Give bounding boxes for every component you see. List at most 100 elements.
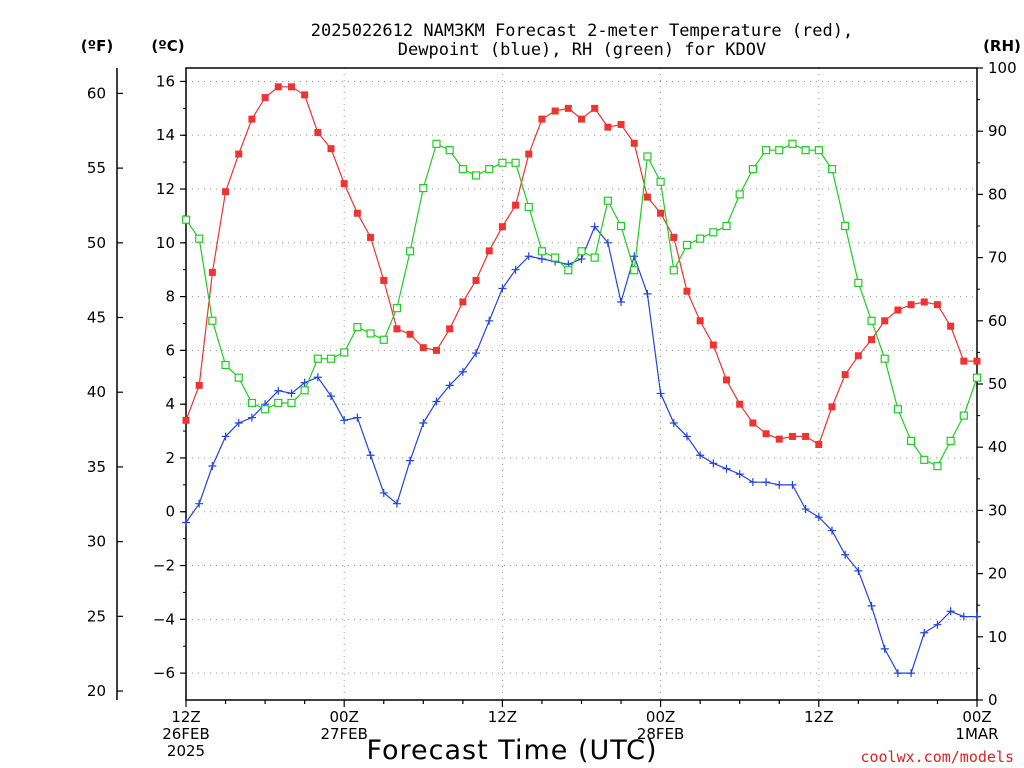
temperature-point: [419, 344, 427, 352]
rh-tick-label: 0: [988, 691, 998, 709]
temperature-point: [578, 115, 585, 123]
dewpoint-point: [221, 432, 230, 441]
time-tick-label: 26FEB: [162, 725, 209, 743]
fahrenheit-tick-label: 60: [87, 84, 106, 102]
chart-title-line-2: Dewpoint (blue), RH (green) for KDOV: [398, 40, 766, 60]
time-tick-label: 27FEB: [320, 725, 367, 743]
dewpoint-point: [920, 628, 929, 637]
dewpoint-point: [432, 397, 441, 406]
temperature-point: [274, 83, 282, 91]
time-tick-label: 00Z: [330, 708, 359, 726]
rh-point: [616, 221, 626, 231]
dewpoint-point: [208, 462, 217, 471]
rh-point: [696, 234, 705, 243]
temperature-point: [907, 301, 915, 309]
dewpoint-point: [485, 316, 494, 325]
rh-point: [471, 171, 481, 180]
temperature-point: [406, 330, 414, 338]
temperature-point: [564, 104, 572, 112]
time-tick-label: 1MAR: [955, 725, 998, 743]
celsius-tick-label: 16: [156, 72, 175, 90]
rh-point: [551, 253, 560, 262]
temperature-point: [472, 276, 480, 284]
rh-point: [643, 152, 652, 161]
dewpoint-point: [195, 499, 204, 508]
fahrenheit-tick-label: 55: [87, 159, 106, 177]
temperature-point: [248, 115, 256, 123]
time-tick-label: 2025: [167, 742, 205, 760]
rh-point: [854, 278, 863, 287]
rh-tick-label: 50: [988, 375, 1007, 393]
fahrenheit-tick-label: 35: [87, 458, 106, 476]
temperature-point: [353, 209, 361, 217]
temperature-point: [327, 145, 335, 153]
rh-point: [432, 139, 441, 148]
dewpoint-point: [946, 607, 955, 616]
dewpoint-point: [603, 238, 612, 247]
rh-tick-label: 40: [988, 438, 1007, 456]
temperature-point: [643, 193, 651, 201]
celsius-tick-label: 0: [165, 503, 175, 521]
celsius-tick-label: −6: [153, 664, 175, 682]
celsius-tick-label: 2: [165, 449, 175, 467]
dewpoint-point: [959, 612, 968, 621]
dewpoint-point: [379, 488, 388, 497]
temperature-point: [683, 287, 691, 295]
temperature-point: [485, 247, 493, 255]
rh-point: [761, 146, 771, 155]
chart-title-line-1: 2025022612 NAM3KM Forecast 2-meter Tempe…: [311, 21, 853, 41]
dewpoint-point: [973, 612, 981, 621]
fahrenheit-axis: 60 55 50 45 40 35 30 25 20: [87, 84, 123, 700]
rh-point: [735, 190, 744, 199]
dewpoint-point: [274, 386, 283, 395]
temperature-point: [393, 325, 401, 333]
celsius-tick-label: −4: [153, 610, 175, 628]
fahrenheit-tick-label: 45: [87, 309, 106, 327]
celsius-tick-label: 12: [156, 180, 175, 198]
rh-point: [788, 139, 797, 148]
rh-point: [722, 221, 731, 231]
rh-point: [775, 146, 784, 155]
temperature-point: [828, 403, 836, 411]
temperature-point: [287, 83, 295, 91]
dewpoint-point: [498, 284, 507, 293]
rh-point: [366, 329, 375, 338]
temperature-point: [802, 432, 810, 440]
series-layer: [181, 83, 982, 678]
dewpoint-point: [643, 289, 652, 298]
dewpoint-point: [472, 349, 481, 358]
dewpoint-point: [788, 480, 797, 489]
temperature-point: [630, 139, 638, 147]
dewpoint-point: [682, 432, 691, 441]
rh-point: [234, 373, 243, 382]
time-tick-label: 12Z: [171, 708, 200, 726]
dewpoint-point: [524, 252, 533, 261]
temperature-point: [657, 209, 665, 217]
temperature-point: [538, 115, 546, 123]
fahrenheit-tick-label: 20: [87, 682, 106, 700]
dewpoint-point: [366, 451, 375, 460]
rh-point: [880, 354, 889, 363]
dewpoint-point: [656, 389, 665, 398]
temperature-point: [498, 223, 506, 231]
celsius-tick-label: 8: [165, 288, 175, 306]
temperature-point: [182, 416, 190, 424]
time-tick-label: 00Z: [646, 708, 675, 726]
rh-point: [208, 316, 217, 325]
fahrenheit-tick-label: 25: [87, 607, 106, 625]
rh-point: [498, 158, 507, 167]
rh-tick-label: 80: [988, 185, 1007, 203]
x-axis-title: Forecast Time (UTC): [366, 735, 657, 766]
fahrenheit-tick-label: 40: [87, 383, 106, 401]
rh-point: [445, 146, 454, 155]
temperature-point: [868, 336, 876, 344]
temperature-point: [261, 94, 269, 102]
dewpoint-point: [247, 413, 256, 422]
rh-point: [195, 234, 204, 243]
rh-point: [682, 240, 692, 250]
rh-point: [181, 215, 191, 224]
time-tick-label: 12Z: [488, 708, 517, 726]
rh-point: [274, 398, 283, 408]
temperature-point: [854, 352, 862, 360]
rh-point: [340, 348, 349, 357]
